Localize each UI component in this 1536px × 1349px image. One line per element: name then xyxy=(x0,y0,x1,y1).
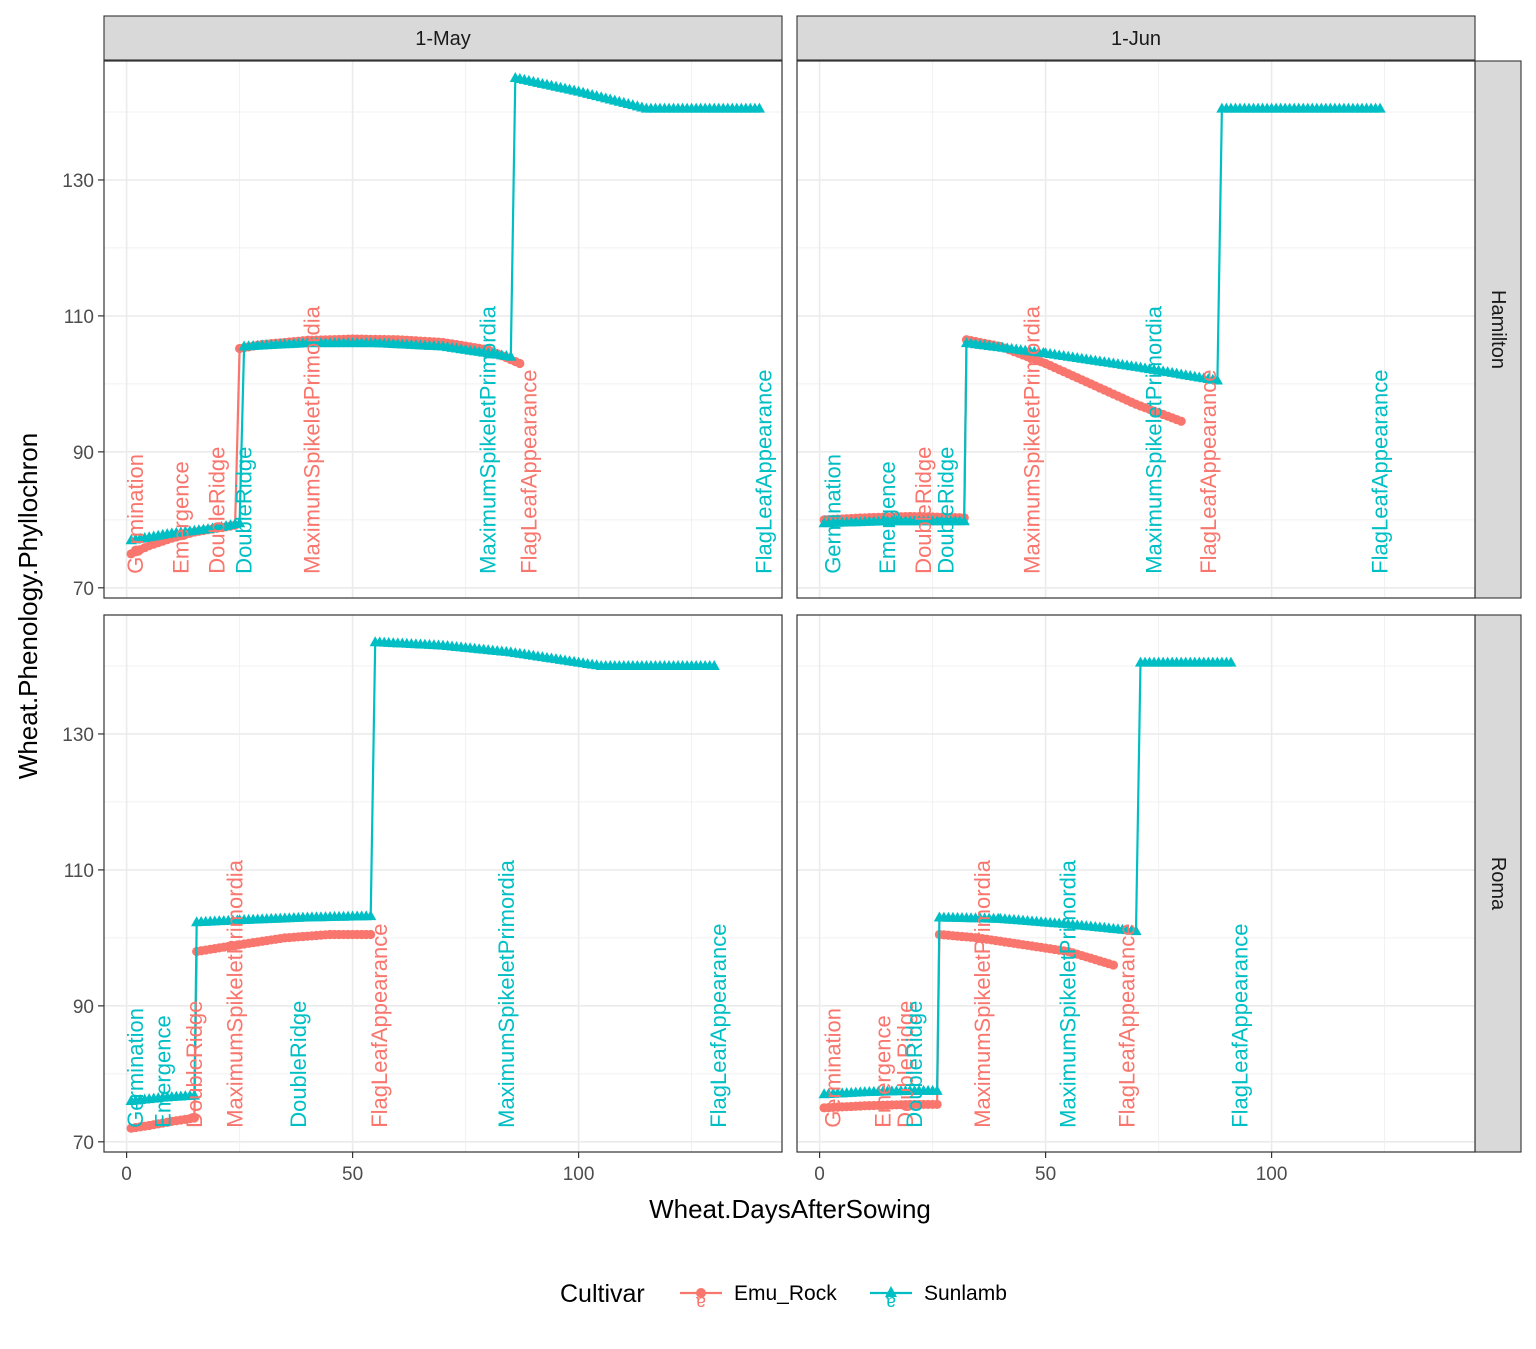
stage-annotation: FlagLeafAppearance xyxy=(706,924,731,1128)
facet-strip-label: 1-May xyxy=(415,28,471,50)
panel-border xyxy=(796,614,1476,1153)
data-point xyxy=(188,1089,200,1100)
stage-annotation: FlagLeafAppearance xyxy=(516,370,541,574)
facet-strip-top xyxy=(796,15,1476,61)
legend-key-glyph: a xyxy=(885,1293,896,1313)
stage-annotation: MaximumSpikeletPrimordia xyxy=(1142,305,1167,574)
data-point xyxy=(505,350,517,361)
stage-annotation: Emergence xyxy=(168,461,193,574)
stage-annotation: Emergence xyxy=(150,1015,175,1128)
y-tick-label: 110 xyxy=(64,307,94,328)
stage-annotation: MaximumSpikeletPrimordia xyxy=(299,305,324,574)
facet-panel: Germination Emergence DoubleRidgeDoubleRid… xyxy=(796,60,1476,599)
stage-annotation: DoubleRidge xyxy=(911,447,936,574)
x-axis-title: Wheat.DaysAfterSowing xyxy=(649,1194,931,1224)
legend-title: Cultivar xyxy=(560,1280,645,1308)
data-point xyxy=(958,515,970,526)
data-point xyxy=(1108,960,1118,970)
x-tick-label: 0 xyxy=(814,1164,825,1185)
legend-label: Emu_Rock xyxy=(734,1282,837,1305)
data-point xyxy=(189,1113,199,1123)
stage-annotation: DoubleRidge xyxy=(902,1001,927,1128)
x-tick-label: 100 xyxy=(1256,1164,1288,1185)
y-tick-label: 130 xyxy=(62,725,94,746)
stage-annotation: MaximumSpikeletPrimordia xyxy=(494,859,519,1128)
y-axis-title: Wheat.Phenology.Phyllochron xyxy=(13,433,43,779)
panel-background xyxy=(104,615,782,1152)
facet-strip-top xyxy=(103,15,783,61)
stage-annotation: DoubleRidge xyxy=(934,447,959,574)
facet-strip-right xyxy=(1474,60,1522,599)
stage-annotation: FlagLeafAppearance xyxy=(1368,370,1393,574)
data-point xyxy=(1176,416,1186,426)
data-point xyxy=(1225,656,1237,667)
stage-annotation: MaximumSpikeletPrimordia xyxy=(1020,305,1045,574)
stage-annotation: FlagLeafAppearance xyxy=(367,924,392,1128)
panel-border xyxy=(796,60,1476,599)
data-point xyxy=(1130,925,1142,936)
stage-annotation: FlagLeafAppearance xyxy=(1227,924,1252,1128)
data-point xyxy=(366,929,376,940)
data-point xyxy=(932,1099,942,1110)
y-tick-label: 70 xyxy=(73,1133,94,1154)
legend-key-marker xyxy=(696,1288,706,1298)
x-tick-label: 100 xyxy=(563,1164,595,1185)
data-point xyxy=(365,910,377,921)
legend: Cultivar a Emu_Rock a Sunlamb xyxy=(560,1280,1007,1313)
y-tick-label: 90 xyxy=(73,997,94,1018)
facet-strip-label: Hamilton xyxy=(1487,290,1509,369)
x-tick-label: 50 xyxy=(1035,1164,1056,1185)
facet-panel: Germination Emergence DoubleRidge MaximumSp… xyxy=(62,614,783,1185)
x-tick-label: 0 xyxy=(121,1164,132,1185)
y-tick-label: 110 xyxy=(64,861,94,882)
stage-annotation: DoubleRidge xyxy=(286,1001,311,1128)
panel-border xyxy=(103,60,783,599)
panel-background xyxy=(104,61,782,598)
y-tick-label: 130 xyxy=(62,171,94,192)
stage-annotation: MaximumSpikeletPrimordia xyxy=(476,305,501,574)
y-tick-label: 70 xyxy=(73,579,94,600)
data-point xyxy=(515,358,525,369)
stage-annotation: DoubleRidge xyxy=(893,1001,918,1128)
facet-strip-label: 1-Jun xyxy=(1111,28,1161,50)
stage-annotation: Emergence xyxy=(870,1015,895,1128)
stage-annotation: MaximumSpikeletPrimordia xyxy=(223,859,248,1128)
data-point xyxy=(1211,374,1223,385)
stage-annotation: MaximumSpikeletPrimordia xyxy=(970,859,995,1128)
stage-annotation: DoubleRidge xyxy=(205,447,230,574)
stage-annotation: DoubleRidge xyxy=(182,1001,207,1128)
legend-key-glyph: a xyxy=(695,1293,706,1313)
stage-annotation: Germination xyxy=(123,1008,148,1128)
stage-annotation: FlagLeafAppearance xyxy=(751,370,776,574)
legend-label: Sunlamb xyxy=(924,1282,1007,1305)
data-point xyxy=(931,1084,943,1095)
data-point xyxy=(234,517,246,528)
panel-border xyxy=(103,614,783,1153)
x-tick-label: 50 xyxy=(342,1164,363,1185)
stage-annotation: Germination xyxy=(821,454,846,574)
stage-annotation: Germination xyxy=(123,454,148,574)
facet-strip-label: Roma xyxy=(1487,857,1509,911)
stage-annotation: FlagLeafAppearance xyxy=(1196,370,1221,574)
stage-annotation: DoubleRidge xyxy=(232,447,257,574)
data-point xyxy=(708,659,720,670)
facet-strip-right xyxy=(1474,614,1522,1153)
data-point xyxy=(1374,102,1386,113)
stage-annotation: Germination xyxy=(821,1008,846,1128)
y-tick-label: 90 xyxy=(73,443,94,464)
stage-annotation: MaximumSpikeletPrimordia xyxy=(1056,859,1081,1128)
panel-background xyxy=(797,61,1475,598)
data-point xyxy=(753,102,765,113)
stage-annotation: FlagLeafAppearance xyxy=(1114,924,1139,1128)
legend-key-marker xyxy=(885,1286,897,1297)
stage-annotation: Emergence xyxy=(875,461,900,574)
